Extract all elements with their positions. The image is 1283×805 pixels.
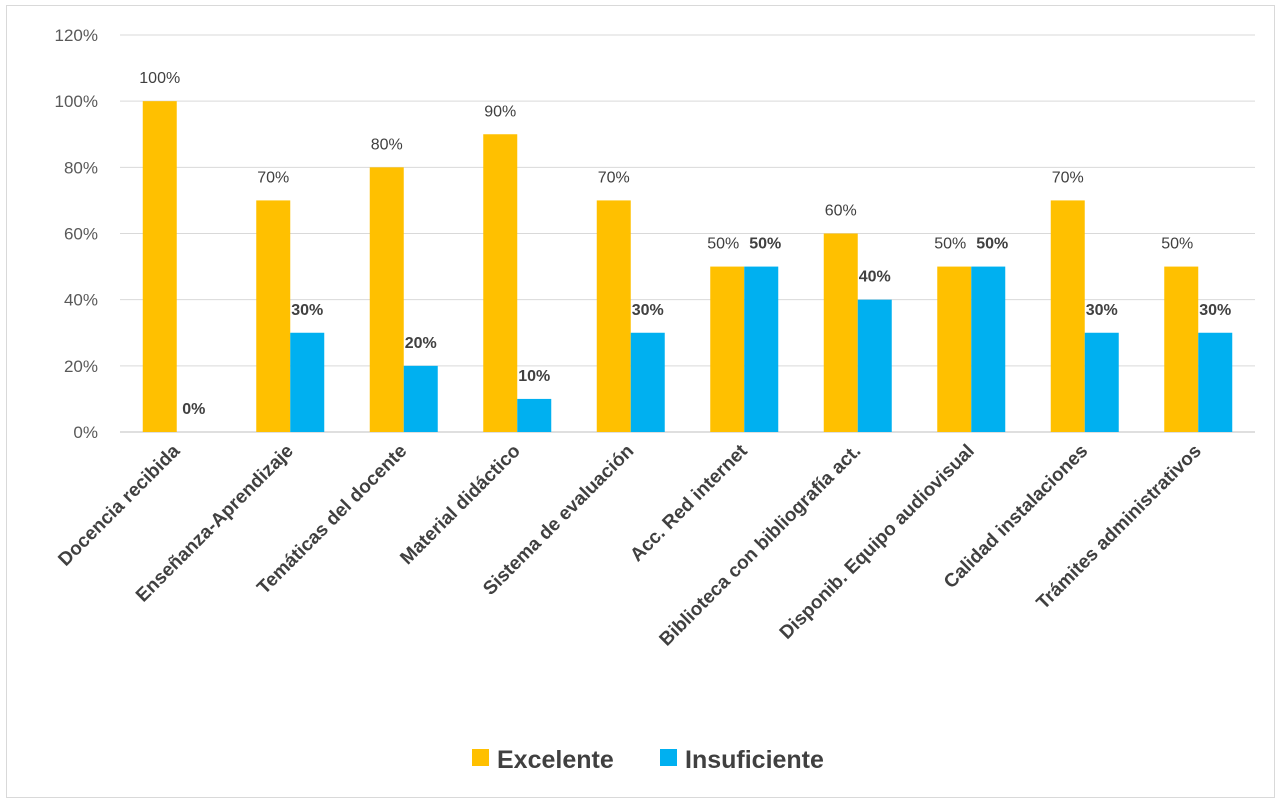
category-label: Disponib. Equipo audiovisual	[776, 441, 979, 644]
data-label: 0%	[182, 401, 205, 418]
bar-excelente	[1164, 266, 1199, 432]
data-label: 60%	[825, 203, 857, 220]
legend-label: Insuficiente	[685, 746, 824, 774]
data-label: 30%	[1199, 302, 1231, 319]
data-label: 50%	[1161, 236, 1193, 253]
data-label: 70%	[598, 169, 630, 186]
y-tick-label: 80%	[64, 158, 98, 177]
category-label: Docencia recibida	[54, 440, 184, 570]
data-label: 50%	[976, 236, 1008, 253]
y-tick-label: 120%	[55, 26, 98, 45]
bar-insuficiente	[517, 398, 552, 432]
category-label: Biblioteca con bibliografía act.	[656, 441, 866, 651]
y-tick-label: 60%	[64, 225, 98, 244]
bar-excelente	[256, 200, 291, 432]
y-tick-label: 40%	[64, 291, 98, 310]
bar-excelente	[483, 134, 518, 432]
bar-insuficiente	[971, 266, 1006, 432]
data-label: 30%	[632, 302, 664, 319]
legend-label: Excelente	[497, 746, 614, 774]
bar-excelente	[142, 101, 177, 433]
bar-excelente	[1050, 200, 1085, 432]
bar-excelente	[596, 200, 631, 432]
legend-swatch-excelente	[472, 749, 489, 766]
bar-insuficiente	[630, 332, 665, 432]
data-label: 50%	[749, 236, 781, 253]
legend-swatch-insuficiente	[660, 749, 677, 766]
data-label: 70%	[1052, 169, 1084, 186]
bar-insuficiente	[1084, 332, 1119, 432]
data-label: 80%	[371, 136, 403, 153]
y-tick-label: 0%	[73, 423, 98, 442]
data-label: 10%	[518, 368, 550, 385]
data-label: 100%	[139, 70, 180, 87]
category-label: Material didáctico	[396, 441, 524, 569]
y-tick-label: 100%	[55, 92, 98, 111]
bar-insuficiente	[290, 332, 325, 432]
data-label: 90%	[484, 103, 516, 120]
bar-insuficiente	[403, 365, 438, 432]
y-tick-label: 20%	[64, 357, 98, 376]
data-label: 50%	[707, 236, 739, 253]
data-label: 50%	[934, 236, 966, 253]
bar-excelente	[823, 233, 858, 432]
bar-insuficiente	[1198, 332, 1233, 432]
bar-insuficiente	[744, 266, 779, 432]
data-label: 40%	[859, 269, 891, 286]
bar-excelente	[937, 266, 972, 432]
category-label: Acc. Red internet	[626, 440, 752, 566]
bar-excelente	[369, 167, 404, 433]
data-label: 30%	[291, 302, 323, 319]
data-label: 70%	[257, 169, 289, 186]
data-label: 20%	[405, 335, 437, 352]
data-label: 30%	[1086, 302, 1118, 319]
bar-excelente	[710, 266, 745, 432]
bar-insuficiente	[857, 299, 892, 432]
